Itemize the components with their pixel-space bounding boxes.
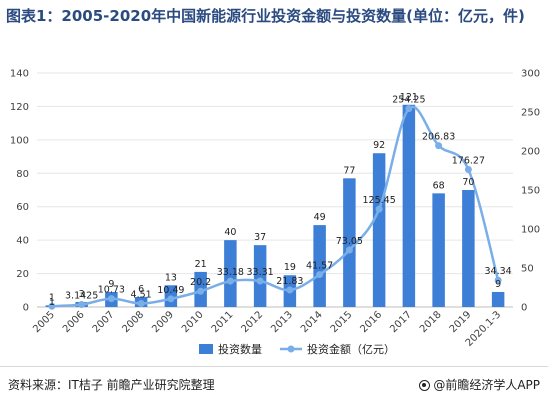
bar: [253, 245, 267, 307]
line-value-label: 4.51: [131, 289, 152, 300]
bar-value-label: 121: [400, 92, 418, 103]
y-right-tick-label: 50: [521, 264, 534, 275]
bar-value-label: 6: [138, 284, 144, 295]
legend-line-marker: [287, 345, 295, 353]
line-point: [78, 301, 86, 309]
legend-line-label: 投资金额（亿元）: [307, 342, 395, 356]
line-point: [435, 142, 443, 150]
y-left-tick-label: 120: [10, 102, 29, 113]
line-point: [286, 286, 294, 294]
line-value-label: 34.34: [485, 266, 512, 277]
line-value-label: 33.18: [217, 267, 244, 278]
y-right-tick-label: 100: [521, 225, 540, 236]
bar-value-label: 40: [224, 227, 236, 238]
bar-value-label: 9: [108, 279, 114, 290]
bar: [462, 190, 475, 307]
y-left-tick-label: 40: [16, 236, 29, 247]
x-tick-label: 2016: [358, 309, 384, 335]
brand-logo-icon: [419, 380, 431, 391]
y-right-tick-label: 300: [521, 69, 540, 80]
line-value-label: 1: [49, 297, 55, 308]
line-value-label: 206.83: [422, 132, 455, 143]
x-tick-label: 2006: [61, 309, 87, 335]
x-tick-label: 2012: [239, 309, 265, 335]
bar-value-label: 21: [195, 259, 207, 270]
bar-value-label: 13: [165, 272, 177, 283]
bar: [491, 291, 505, 307]
bar: [402, 104, 416, 307]
bar: [313, 225, 326, 307]
bar-value-label: 49: [314, 212, 326, 223]
line-point: [405, 105, 413, 113]
footer-divider: [0, 366, 548, 367]
line-value-label: 20.2: [190, 277, 211, 288]
line-value-label: 73.05: [336, 236, 363, 247]
bar-value-label: 3: [79, 289, 85, 300]
bar-value-label: 68: [433, 180, 445, 191]
y-right-tick-label: 250: [521, 108, 540, 119]
source-note: 资料来源：IT桔子 前瞻产业研究院整理: [8, 378, 215, 392]
line-value-label: 176.27: [452, 156, 485, 167]
x-tick-label: 2015: [329, 309, 355, 335]
line-point: [167, 295, 175, 303]
legend-bar-swatch: [199, 344, 213, 354]
x-tick-label: 2019: [448, 309, 474, 335]
line-point: [256, 277, 264, 285]
line-value-label: 10.73: [98, 285, 125, 296]
line-point: [107, 295, 115, 303]
bar-value-label: 70: [462, 177, 474, 188]
legend-bar-label: 投资数量: [218, 342, 262, 356]
y-left-tick-label: 140: [10, 69, 29, 80]
bar: [432, 193, 445, 307]
chart-title: 图表1：2005-2020年中国新能源行业投资金额与投资数量(单位：亿元，件): [6, 7, 525, 25]
line-point: [316, 271, 324, 279]
bar-value-label: 19: [284, 262, 296, 273]
line-value-label: 33.31: [247, 267, 274, 278]
x-tick-label: 2009: [150, 309, 176, 335]
line-point: [464, 166, 472, 174]
line-point: [345, 246, 353, 254]
x-tick-label: 2005: [31, 309, 57, 335]
line-value-label: 125.45: [363, 195, 396, 206]
y-left-tick-label: 100: [10, 135, 29, 146]
line-point: [494, 276, 502, 284]
y-left-tick-label: 60: [16, 202, 29, 213]
x-tick-label: 2008: [120, 309, 146, 335]
y-right-tick-label: 200: [521, 147, 540, 158]
line-point: [137, 299, 145, 307]
line-value-label: 3.1425: [65, 291, 98, 302]
bar-value-label: 77: [343, 165, 355, 176]
x-tick-label: 2018: [418, 309, 444, 335]
x-tick-label: 2017: [388, 309, 414, 335]
y-left-tick-label: 80: [16, 169, 29, 180]
bar-value-label: 92: [373, 140, 385, 151]
y-left-tick-label: 20: [16, 269, 29, 280]
y-right-tick-label: 150: [521, 186, 540, 197]
x-tick-label: 2010: [180, 309, 206, 335]
line-value-label: 21.83: [276, 276, 303, 287]
line-point: [375, 205, 383, 213]
brand-text: @前瞻经济学人APP: [433, 378, 540, 392]
line-value-label: 10.49: [157, 285, 184, 296]
x-tick-label: 2011: [210, 309, 236, 335]
bar-value-label: 37: [254, 232, 266, 243]
x-tick-label: 2013: [269, 309, 295, 335]
line-value-label: 254.25: [392, 95, 425, 106]
x-tick-label: 2007: [91, 309, 117, 335]
x-tick-label: 2014: [299, 309, 325, 335]
bar-value-label: 1: [49, 292, 55, 303]
brand-credit: @前瞻经济学人APP: [419, 376, 540, 393]
bar: [372, 153, 386, 307]
bar: [343, 178, 356, 307]
bar-value-label: 9: [495, 279, 501, 290]
line-point: [226, 277, 234, 285]
bar: [224, 240, 237, 307]
line-value-label: 41.57: [306, 261, 333, 272]
y-left-tick-label: 0: [23, 303, 29, 314]
line-point: [48, 302, 56, 310]
line-point: [197, 287, 205, 295]
y-right-tick-label: 0: [521, 303, 527, 314]
